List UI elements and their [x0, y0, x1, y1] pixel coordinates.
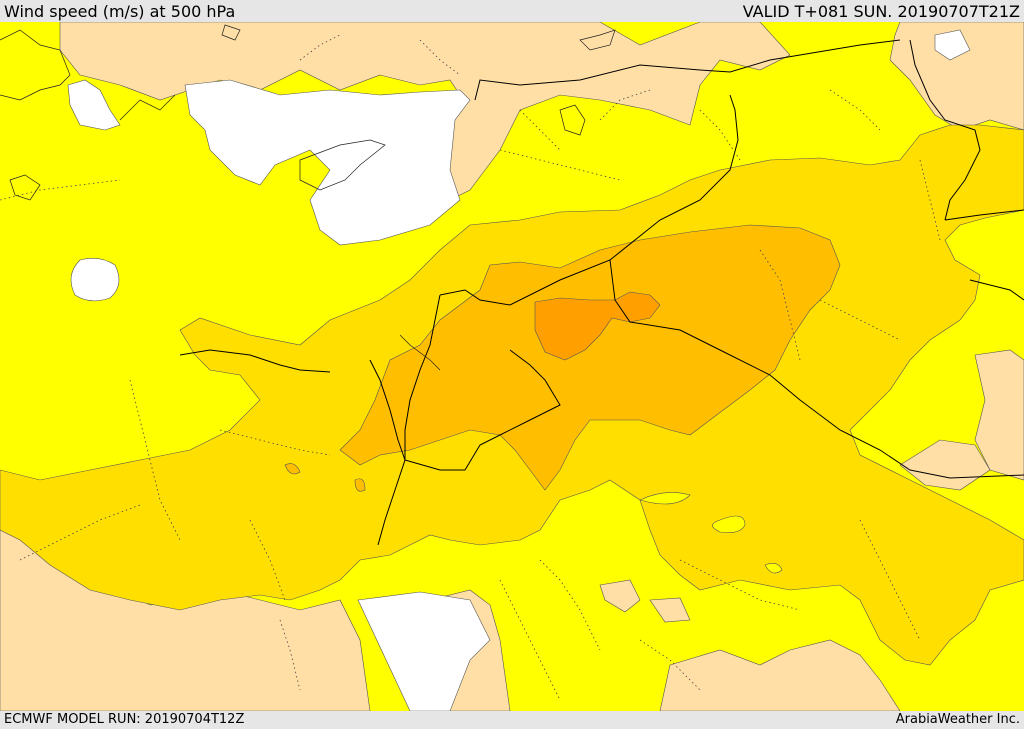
band-orange	[534, 291, 661, 361]
credit-label: ArabiaWeather Inc.	[895, 712, 1020, 727]
model-run-label: ECMWF MODEL RUN: 20190704T12Z	[4, 712, 245, 727]
map-title: Wind speed (m/s) at 500 hPa	[4, 2, 236, 21]
header-bar: Wind speed (m/s) at 500 hPa VALID T+081 …	[0, 0, 1024, 22]
wind-speed-map	[0, 22, 1024, 711]
country-borders	[179, 39, 1024, 546]
band-amber	[284, 224, 841, 492]
footer-bar: ECMWF MODEL RUN: 20190704T12Z ArabiaWeat…	[0, 711, 1024, 729]
coastlines	[0, 24, 616, 371]
admin-borders	[0, 34, 941, 701]
valid-time: VALID T+081 SUN. 20190707T21Z	[742, 2, 1020, 21]
band-calm-white	[67, 29, 971, 711]
